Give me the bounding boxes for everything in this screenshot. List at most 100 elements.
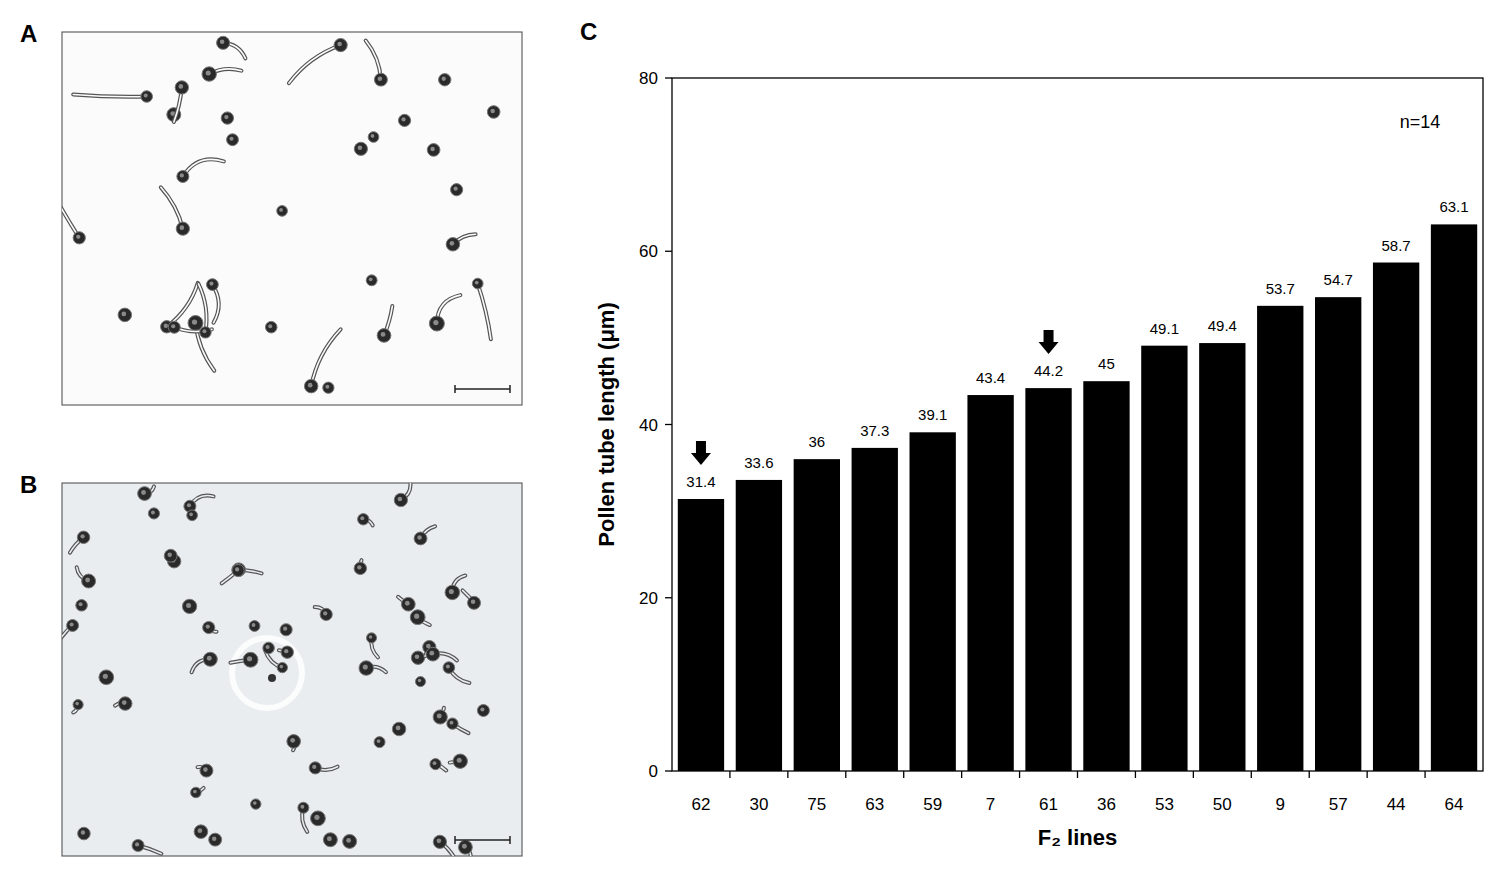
pollen-highlight bbox=[224, 115, 228, 119]
pollen-highlight bbox=[207, 656, 212, 661]
x-tick-separator bbox=[1366, 771, 1367, 778]
pollen-highlight bbox=[442, 77, 446, 81]
x-tick-label: 7 bbox=[986, 795, 995, 814]
pollen-highlight bbox=[192, 319, 197, 324]
pollen-highlight bbox=[490, 109, 494, 113]
pollen-highlight bbox=[396, 726, 401, 731]
pollen-grain bbox=[67, 620, 79, 632]
pollen-highlight bbox=[437, 839, 442, 844]
pollen-grain bbox=[209, 833, 222, 846]
pollen-grain bbox=[265, 321, 277, 333]
pollen-highlight bbox=[206, 71, 211, 76]
data-label: 33.6 bbox=[744, 454, 773, 471]
pollen-highlight bbox=[280, 665, 284, 669]
pollen-tube-core bbox=[73, 94, 146, 96]
pollen-grain bbox=[323, 833, 337, 847]
pollen-grain bbox=[427, 144, 440, 157]
pollen-grain bbox=[477, 704, 489, 716]
x-tick-label: 57 bbox=[1329, 795, 1348, 814]
bars bbox=[678, 224, 1477, 771]
pollen-highlight bbox=[371, 134, 375, 138]
micrograph bbox=[61, 32, 522, 405]
pollen-tube bbox=[167, 283, 198, 327]
scale-bar-end bbox=[454, 836, 456, 844]
pollen-grain bbox=[207, 279, 219, 291]
pollen-grain bbox=[320, 608, 332, 620]
pollen-grain bbox=[249, 621, 260, 632]
pollen-highlight bbox=[266, 645, 270, 649]
pollen-grain bbox=[221, 112, 233, 124]
pollen-highlight bbox=[323, 611, 327, 615]
pollen-grain bbox=[298, 802, 309, 813]
x-tick-label: 63 bbox=[865, 795, 884, 814]
micrograph bbox=[61, 481, 522, 858]
pollen-grain bbox=[394, 493, 407, 506]
pollen-highlight bbox=[268, 324, 272, 328]
pollen-highlight bbox=[122, 700, 127, 705]
pollen-highlight bbox=[453, 187, 457, 191]
pollen-highlight bbox=[418, 679, 422, 683]
bar bbox=[967, 395, 1013, 771]
pollen-highlight bbox=[284, 649, 288, 653]
pollen-highlight bbox=[414, 614, 419, 619]
y-tick bbox=[665, 424, 672, 425]
plot-frame bbox=[672, 78, 1483, 771]
pollen-grain bbox=[426, 647, 440, 661]
pollen-grain bbox=[392, 722, 405, 735]
scale-bar bbox=[455, 839, 510, 841]
pollen-grain bbox=[358, 514, 369, 525]
y-tick bbox=[665, 77, 672, 78]
pollen-grain bbox=[443, 662, 455, 674]
bar bbox=[1141, 346, 1187, 771]
pollen-highlight bbox=[346, 838, 351, 843]
bar bbox=[678, 499, 724, 771]
pollen-grain bbox=[411, 651, 424, 664]
pollen-grain bbox=[439, 74, 451, 86]
bar bbox=[1083, 381, 1129, 771]
pollen-grain bbox=[354, 142, 367, 155]
y-tick-label: 0 bbox=[649, 762, 658, 781]
pollen-highlight bbox=[70, 622, 74, 626]
pollen-highlight bbox=[363, 665, 368, 670]
bar bbox=[1431, 224, 1477, 771]
pollen-grain bbox=[366, 275, 377, 286]
pollen-grain bbox=[433, 835, 446, 848]
pollen-grain bbox=[277, 662, 287, 672]
image-frame bbox=[62, 32, 522, 405]
pollen-highlight bbox=[279, 208, 283, 212]
x-tick-label: 30 bbox=[749, 795, 768, 814]
pollen-highlight bbox=[480, 707, 484, 711]
pollen-highlight bbox=[283, 627, 287, 631]
pollen-highlight bbox=[462, 844, 467, 849]
x-tick-separator bbox=[729, 771, 730, 778]
pollen-grain bbox=[182, 599, 196, 613]
pollen-highlight bbox=[430, 147, 434, 151]
x-tick-separator bbox=[1077, 771, 1078, 778]
pollen-highlight bbox=[437, 713, 442, 718]
pollen-grain bbox=[263, 642, 275, 654]
pollen-highlight bbox=[377, 739, 381, 743]
pollen-grain bbox=[280, 624, 292, 636]
pollen-highlight bbox=[337, 42, 342, 47]
x-tick-label: 75 bbox=[807, 795, 826, 814]
y-tick bbox=[665, 251, 672, 252]
bar bbox=[794, 459, 840, 771]
pollen-grain bbox=[453, 754, 467, 768]
pollen-grain bbox=[176, 222, 189, 235]
pollen-highlight bbox=[141, 490, 146, 495]
x-tick-separator bbox=[787, 771, 788, 778]
pollen-tube-core bbox=[478, 284, 491, 340]
pollen-grain bbox=[118, 697, 132, 711]
pollen-tube bbox=[311, 329, 340, 386]
pollen-grain bbox=[398, 114, 410, 126]
pollen-highlight bbox=[471, 600, 476, 605]
speck bbox=[268, 674, 276, 682]
pollen-grain bbox=[227, 134, 239, 146]
pollen-highlight bbox=[446, 665, 450, 669]
x-tick-label: 64 bbox=[1445, 795, 1464, 814]
pollen-grain bbox=[374, 737, 385, 748]
pollen-grain bbox=[414, 532, 427, 545]
image-frame bbox=[62, 483, 522, 856]
pollen-highlight bbox=[457, 758, 462, 763]
pollen-grain bbox=[281, 646, 293, 658]
